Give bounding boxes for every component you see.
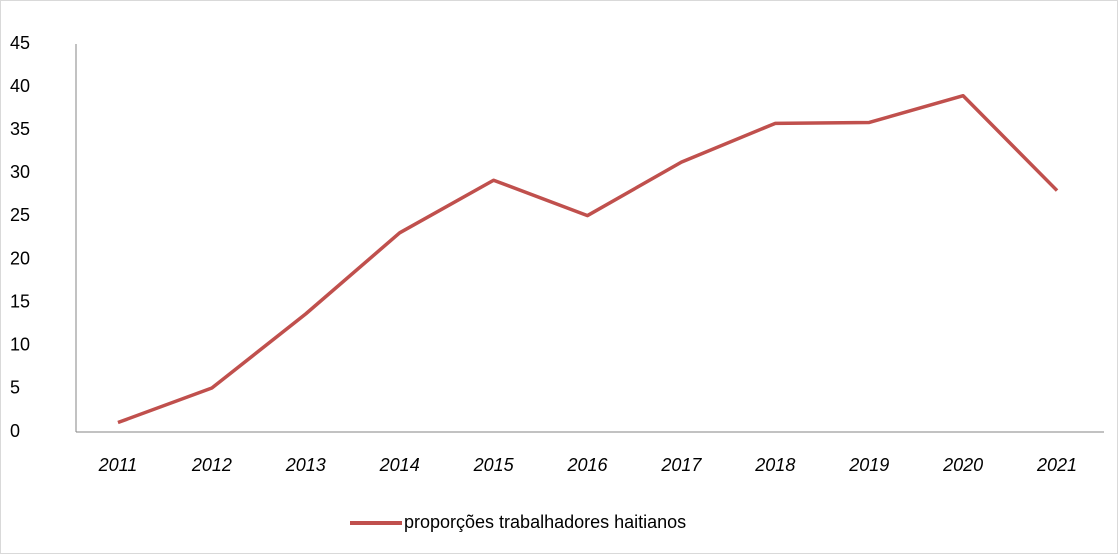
- y-tick-label: 35: [10, 119, 30, 139]
- legend-label: proporções trabalhadores haitianos: [404, 512, 686, 532]
- y-tick-label: 40: [10, 76, 30, 96]
- x-tick-label: 2018: [754, 455, 795, 475]
- x-tick-label: 2017: [660, 455, 702, 475]
- y-tick-label: 45: [10, 33, 30, 53]
- x-tick-label: 2019: [848, 455, 889, 475]
- x-tick-label: 2015: [473, 455, 515, 475]
- y-tick-label: 0: [10, 421, 20, 441]
- x-tick-label: 2021: [1036, 455, 1077, 475]
- x-tick-label: 2016: [566, 455, 608, 475]
- x-tick-label: 2012: [191, 455, 232, 475]
- y-tick-label: 5: [10, 378, 20, 398]
- y-tick-label: 15: [10, 291, 30, 311]
- y-tick-label: 20: [10, 248, 30, 268]
- x-tick-label: 2014: [379, 455, 420, 475]
- x-tick-label: 2011: [98, 455, 138, 475]
- x-tick-label: 2020: [942, 455, 983, 475]
- y-tick-label: 30: [10, 162, 30, 182]
- data-line: [117, 93, 1059, 425]
- x-tick-label: 2013: [285, 455, 326, 475]
- y-tick-label: 10: [10, 335, 30, 355]
- y-tick-label: 25: [10, 205, 30, 225]
